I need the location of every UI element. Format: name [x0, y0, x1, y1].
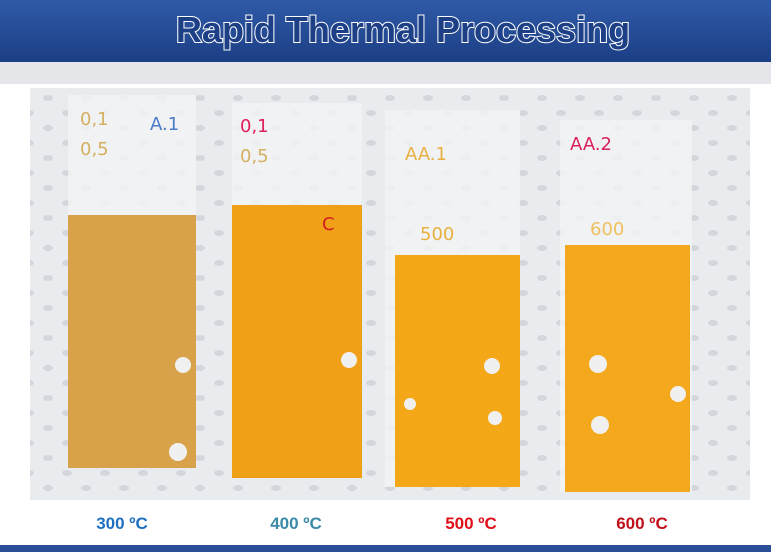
note: AA.2 [570, 134, 612, 155]
film [395, 255, 520, 487]
note: 0,5 [240, 146, 269, 167]
note: 0,1 [240, 116, 269, 137]
header-band [0, 62, 771, 84]
caption: 400 ºC [270, 514, 322, 533]
film [68, 215, 196, 468]
note: 0,5 [80, 139, 109, 160]
caption: 500 ºC [445, 514, 497, 533]
droplets [169, 352, 686, 461]
footer-bar [0, 545, 771, 552]
note: A.1 [150, 114, 179, 135]
note: 600 [590, 219, 624, 240]
note: C [322, 214, 335, 235]
note: 500 [420, 224, 454, 245]
note: 0,1 [80, 109, 109, 130]
caption: 600 ºC [616, 514, 668, 533]
note: AA.1 [405, 144, 447, 165]
title: Rapid Thermal Processing [176, 9, 630, 50]
photo: 0,1 0,5 A.1 0,1 0,5 C AA.1 500 AA.2 600 [30, 88, 750, 500]
film [565, 245, 690, 492]
header-bar [0, 0, 771, 62]
film [232, 205, 362, 478]
caption: 300 ºC [96, 514, 148, 533]
